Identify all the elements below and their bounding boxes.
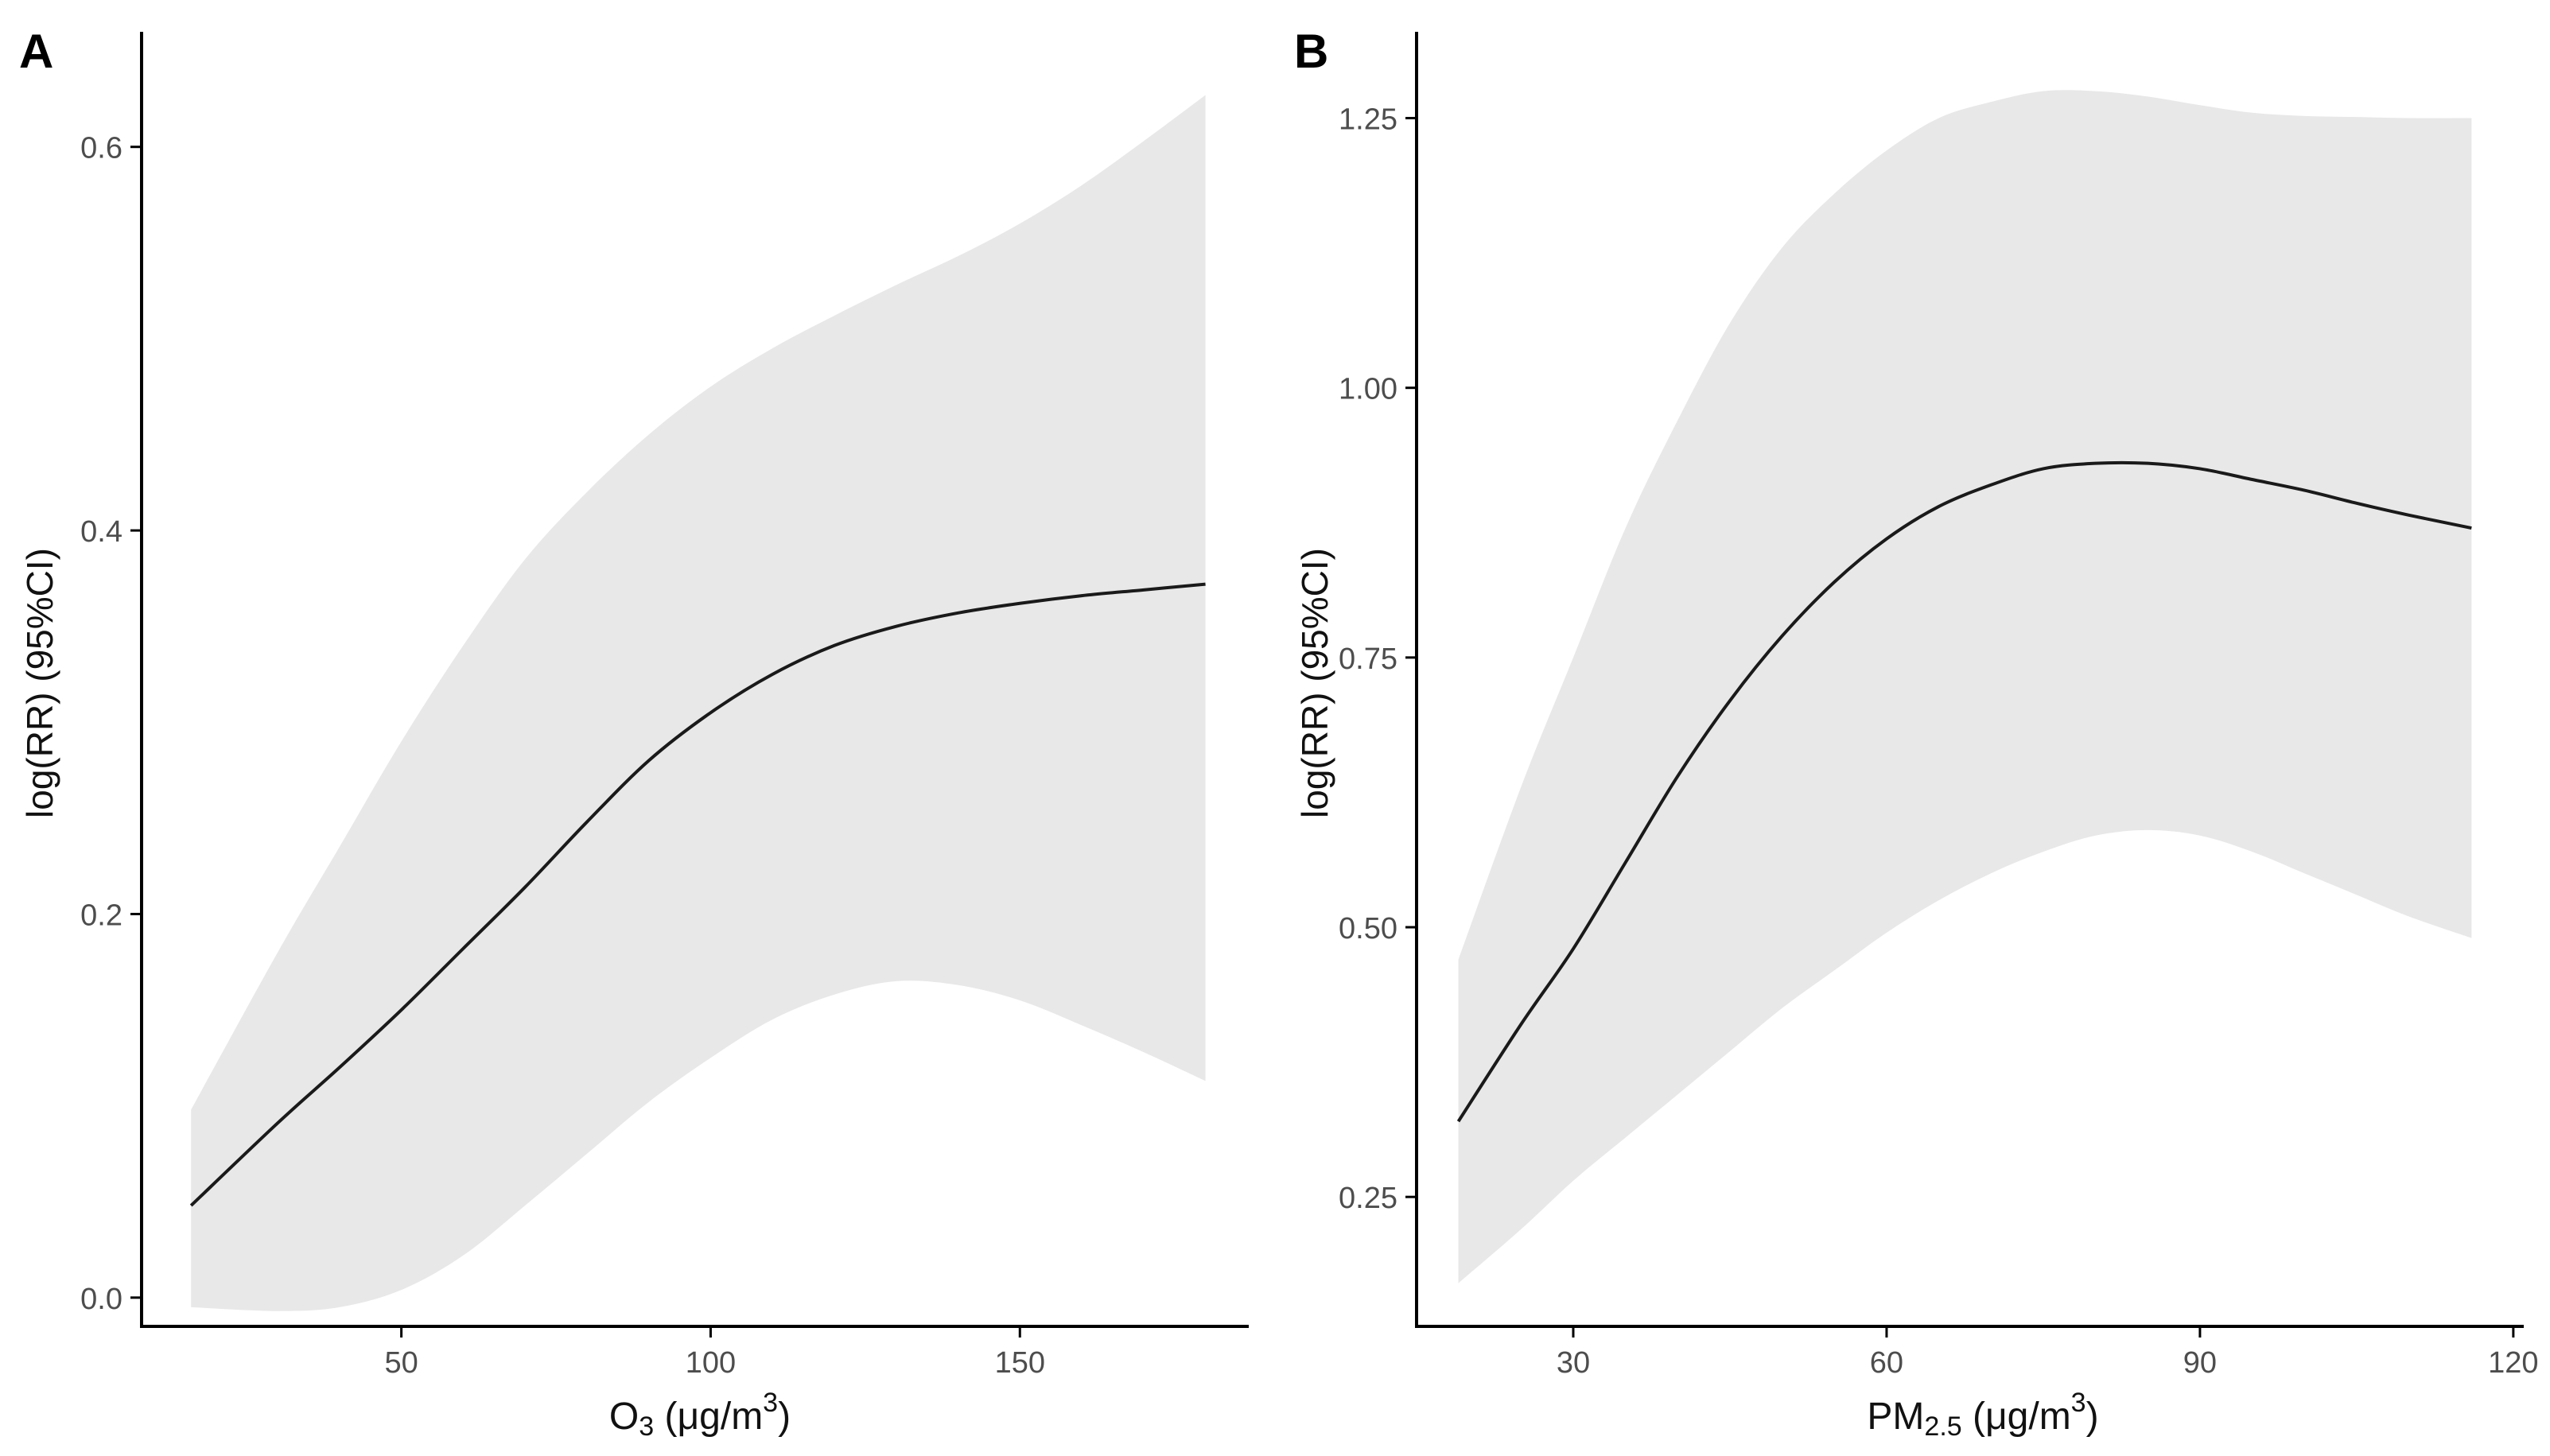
x-axis-label-b-close: )	[2085, 1396, 2099, 1438]
ci-ribbon-a	[191, 95, 1206, 1311]
x-axis-label-b-base: PM	[1867, 1396, 1925, 1438]
x-axis-label-b-unit: (μg/m	[1973, 1396, 2071, 1438]
y-tick-label-b: 1.25	[1339, 103, 1397, 137]
x-tick-label-b: 30	[1557, 1346, 1590, 1380]
ci-ribbon-b	[1458, 90, 2472, 1283]
x-axis-label-b: PM2.5 (μg/m3)	[1776, 1388, 2190, 1442]
x-tick-label-a: 150	[995, 1346, 1045, 1380]
x-tick-label-b: 90	[2183, 1346, 2217, 1380]
x-tick-label-a: 100	[686, 1346, 736, 1380]
x-axis-label-a-sub: 3	[639, 1411, 655, 1442]
x-tick-label-b: 120	[2488, 1346, 2538, 1380]
x-axis-label-a-sup: 3	[763, 1388, 779, 1418]
chart-a: 0.0 0.2 0.4 0.6 50 100 150	[80, 32, 1249, 1380]
y-tick-label-a: 0.6	[80, 132, 122, 165]
y-tick-label-b: 0.75	[1339, 643, 1397, 676]
chart-b: 0.25 0.50 0.75 1.00 1.25 30 60 90 120	[1339, 32, 2539, 1380]
x-axis-label-a-unit: (μg/m	[664, 1396, 764, 1438]
x-axis-label-a-close: )	[778, 1396, 791, 1438]
panel-label-b: B	[1294, 25, 1329, 78]
estimate-line-b	[1456, 460, 2472, 1123]
y-tick-label-b: 0.50	[1339, 912, 1397, 945]
y-tick-label-a: 0.4	[80, 515, 122, 549]
x-tick-label-b: 60	[1870, 1346, 1903, 1380]
x-axis-label-a-base: O	[608, 1396, 639, 1438]
x-axis-label-a: O3 (μg/m3)	[501, 1388, 899, 1442]
y-tick-label-a: 0.0	[80, 1283, 122, 1316]
x-tick-label-a: 50	[384, 1346, 418, 1380]
panel-label-a: A	[19, 25, 54, 78]
y-tick-label-a: 0.2	[80, 899, 122, 932]
y-tick-label-b: 1.00	[1339, 373, 1397, 406]
estimate-line-a	[189, 582, 1206, 1207]
y-tick-label-b: 0.25	[1339, 1182, 1397, 1215]
x-axis-label-b-sup: 3	[2070, 1388, 2086, 1418]
x-axis-label-b-sub: 2.5	[1924, 1411, 1962, 1442]
